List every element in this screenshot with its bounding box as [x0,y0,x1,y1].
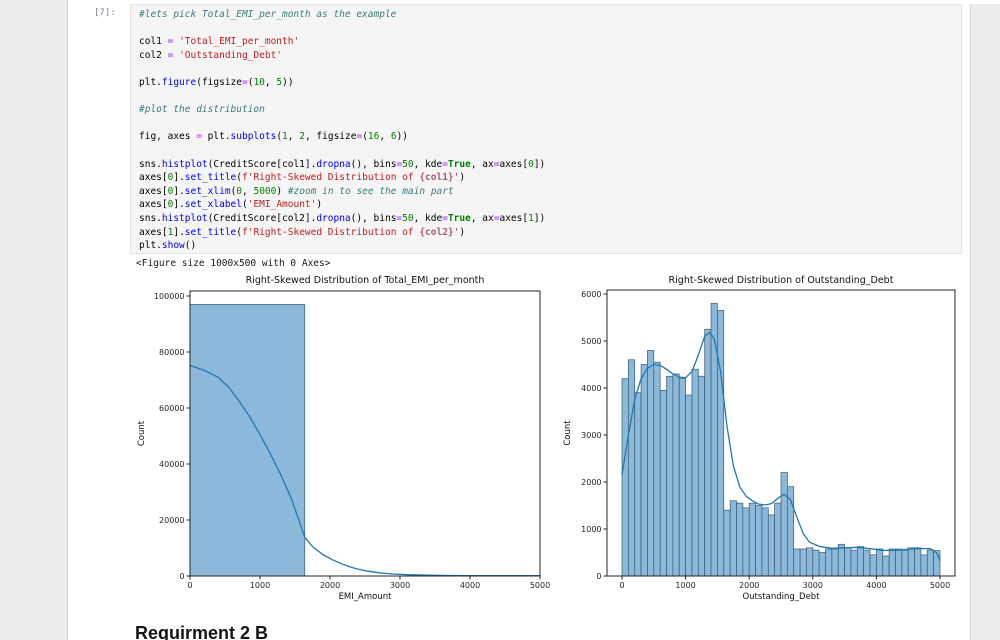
svg-text:100000: 100000 [154,292,185,301]
code-line[interactable]: plt.figure(figsize=(10, 5)) [139,76,294,88]
svg-text:1000: 1000 [675,581,695,590]
svg-text:5000: 5000 [581,337,601,346]
svg-text:0: 0 [179,572,184,581]
histogram-outstanding-debt: 0 1000 2000 3000 4000 5000 0 1000 2000 3000 4000 50… [563,275,956,602]
section-heading: Requirment 2 B [135,623,269,640]
svg-text:2000: 2000 [320,581,340,590]
svg-text:6000: 6000 [581,290,601,299]
svg-text:40000: 40000 [159,460,184,469]
code-line[interactable] [139,22,953,36]
code-line[interactable]: plt.show() [139,240,197,252]
svg-text:5000: 5000 [930,581,950,590]
code-line[interactable]: axes[0].set_xlim(0, 5000) #zoom in to se… [139,185,454,197]
page-left-margin [0,0,68,640]
svg-text:3000: 3000 [803,581,823,590]
code-block[interactable]: #lets pick Total_EMI_per_month as the ex… [139,8,953,253]
svg-text:0: 0 [619,581,624,590]
code-line[interactable]: axes[0].set_xlabel('EMI_Amount') [139,199,323,211]
svg-text:80000: 80000 [159,348,184,357]
svg-text:Right-Skewed Distribution of T: Right-Skewed Distribution of Total_EMI_p… [246,275,485,286]
code-line[interactable] [139,144,953,158]
code-line[interactable]: sns.histplot(CreditScore[col1].dropna(),… [139,158,546,170]
svg-text:Count: Count [563,420,573,446]
svg-text:4000: 4000 [866,581,886,590]
svg-text:1000: 1000 [581,525,601,534]
code-cell[interactable]: #lets pick Total_EMI_per_month as the ex… [130,4,962,254]
code-line[interactable]: col2 = 'Outstanding_Debt' [139,49,283,61]
code-line[interactable]: axes[0].set_title(f'Right-Skewed Distrib… [139,172,466,184]
code-line[interactable] [139,117,953,131]
code-line[interactable]: #lets pick Total_EMI_per_month as the ex… [139,9,397,20]
svg-text:4000: 4000 [460,581,480,590]
code-line[interactable]: #plot the distribution [139,104,265,116]
svg-text:0: 0 [187,581,192,590]
svg-text:3000: 3000 [581,431,601,440]
svg-text:Outstanding_Debt: Outstanding_Debt [742,592,820,602]
svg-text:60000: 60000 [159,404,184,413]
svg-text:3000: 3000 [390,581,410,590]
svg-text:0: 0 [596,572,601,581]
svg-text:4000: 4000 [581,384,601,393]
svg-text:2000: 2000 [581,478,601,487]
page-right-margin [970,4,1000,640]
code-line[interactable]: axes[1].set_title(f'Right-Skewed Distrib… [139,226,466,238]
code-line[interactable] [139,62,953,76]
histogram-total-emi-per-month: 0 1000 2000 3000 4000 5000 0 20000 40000 60000 800… [137,275,550,602]
execution-count: [7]: [94,8,116,18]
code-line[interactable]: col1 = 'Total_EMI_per_month' [139,36,300,48]
code-line[interactable]: fig, axes = plt.subplots(1, 2, figsize=(… [139,131,409,143]
svg-text:2000: 2000 [739,581,759,590]
svg-text:5000: 5000 [530,581,550,590]
code-line[interactable]: sns.histplot(CreditScore[col2].dropna(),… [139,212,546,224]
figure-size-text: <Figure size 1000x500 with 0 Axes> [136,258,331,269]
svg-text:20000: 20000 [159,516,184,525]
svg-text:1000: 1000 [250,581,270,590]
code-line[interactable] [139,90,953,104]
svg-text:EMI_Amount: EMI_Amount [339,592,393,602]
svg-text:Right-Skewed Distribution of O: Right-Skewed Distribution of Outstanding… [669,275,894,286]
svg-text:Count: Count [137,420,147,446]
